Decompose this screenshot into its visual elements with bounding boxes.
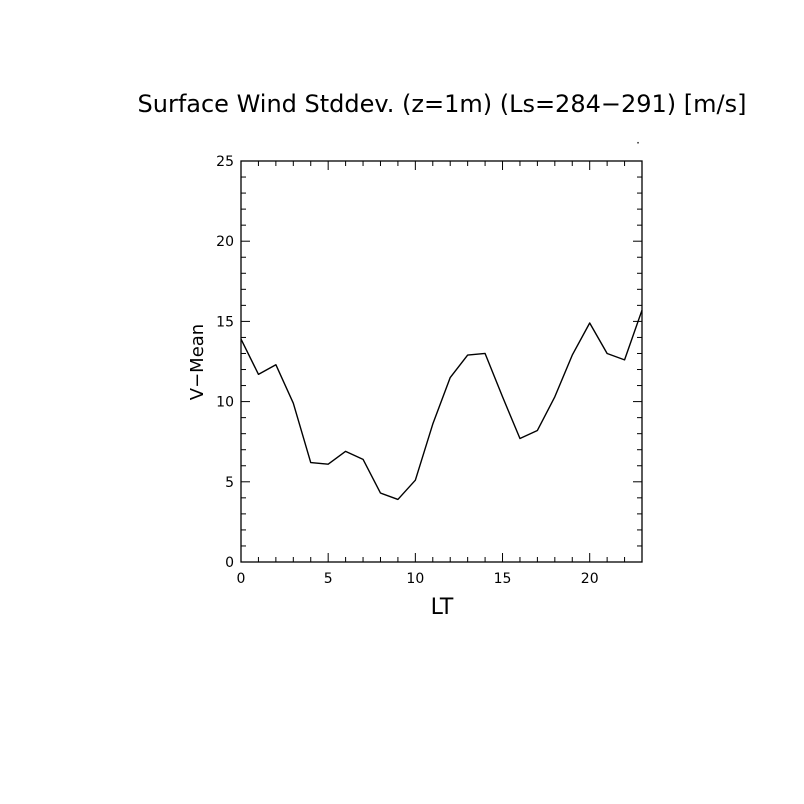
y-tick-label: 25 [216, 154, 234, 170]
y-tick-label: 10 [216, 395, 234, 411]
x-tick-label: 10 [406, 571, 424, 587]
y-tick-label: 15 [216, 314, 234, 330]
x-tick-label: 15 [494, 571, 512, 587]
series-line [240, 309, 643, 501]
plot-frame [240, 160, 643, 563]
x-tick-label: 5 [324, 571, 333, 587]
x-axis-label: LT [431, 595, 454, 620]
x-tick-label: 20 [581, 571, 599, 587]
y-tick-label: 5 [225, 475, 234, 491]
y-tick-label: 20 [216, 234, 234, 250]
plot-area: 0 5 10 15 20 25 0 5 10 15 20 [216, 154, 643, 587]
x-tick-label: 0 [237, 571, 246, 587]
y-tick-label: 0 [225, 555, 234, 571]
corner-dot: · [636, 136, 640, 150]
chart-title: Surface Wind Stddev. (z=1m) (Ls=284−291)… [138, 90, 747, 118]
y-axis-label: V−Mean [187, 324, 208, 400]
